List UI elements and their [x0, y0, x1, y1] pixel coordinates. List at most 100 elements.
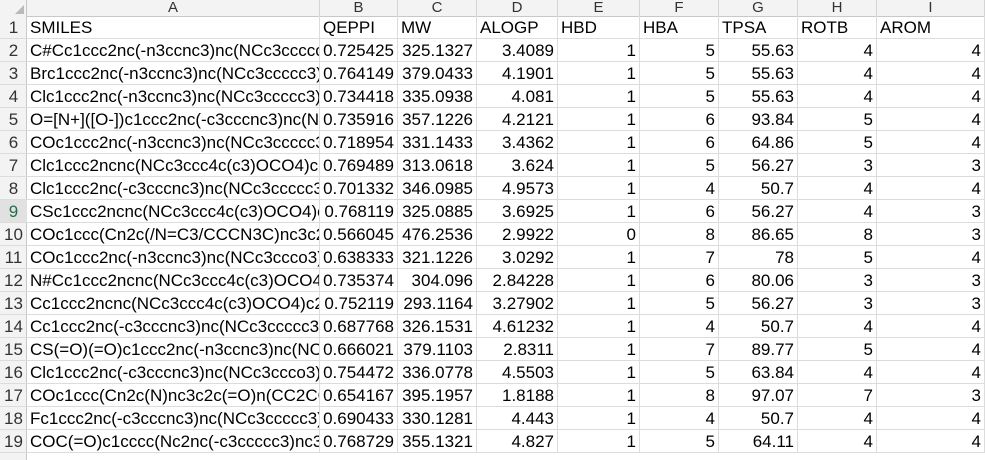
cell-f13[interactable]: 5 — [640, 292, 719, 315]
cell-f7[interactable]: 5 — [640, 154, 719, 177]
cell-h14[interactable]: 4 — [798, 315, 877, 338]
cell-e11[interactable]: 1 — [558, 246, 640, 269]
row-header-11[interactable]: 11 — [0, 246, 27, 269]
cell-g15[interactable]: 89.77 — [719, 338, 798, 361]
cell-b12[interactable]: 0.735374 — [320, 269, 398, 292]
cell-f9[interactable]: 6 — [640, 200, 719, 223]
cell-b2[interactable]: 0.725425 — [320, 39, 398, 62]
cell-c4[interactable]: 335.0938 — [398, 85, 477, 108]
cell-c13[interactable]: 293.1164 — [398, 292, 477, 315]
cell-i3[interactable]: 4 — [877, 62, 985, 85]
cell-f15[interactable]: 7 — [640, 338, 719, 361]
cell-d3[interactable]: 4.1901 — [477, 62, 558, 85]
cell-c2[interactable]: 325.1327 — [398, 39, 477, 62]
cell-g16[interactable]: 63.84 — [719, 361, 798, 384]
row-header-19[interactable]: 19 — [0, 430, 27, 453]
cell-b3[interactable]: 0.764149 — [320, 62, 398, 85]
cell-h8[interactable]: 4 — [798, 177, 877, 200]
row-header-5[interactable]: 5 — [0, 108, 27, 131]
cell-f4[interactable]: 5 — [640, 85, 719, 108]
cell-i15[interactable]: 4 — [877, 338, 985, 361]
cell-c17[interactable]: 395.1957 — [398, 384, 477, 407]
cell-c3[interactable]: 379.0433 — [398, 62, 477, 85]
cell-f8[interactable]: 4 — [640, 177, 719, 200]
cell-i17[interactable]: 3 — [877, 384, 985, 407]
cell-f6[interactable]: 6 — [640, 131, 719, 154]
cell-c11[interactable]: 321.1226 — [398, 246, 477, 269]
cell-g19[interactable]: 64.11 — [719, 430, 798, 453]
cell-f14[interactable]: 4 — [640, 315, 719, 338]
cell-g7[interactable]: 56.27 — [719, 154, 798, 177]
cell-i2[interactable]: 4 — [877, 39, 985, 62]
cell-h18[interactable]: 4 — [798, 407, 877, 430]
cell-h2[interactable]: 4 — [798, 39, 877, 62]
cell-i5[interactable]: 4 — [877, 108, 985, 131]
cell-d14[interactable]: 4.61232 — [477, 315, 558, 338]
cell-g3[interactable]: 55.63 — [719, 62, 798, 85]
cell-a15[interactable]: CS(=O)(=O)c1ccc2nc(-n3ccnc3)nc(NC — [27, 338, 320, 361]
cell-e15[interactable]: 1 — [558, 338, 640, 361]
cell-b17[interactable]: 0.654167 — [320, 384, 398, 407]
row-header-4[interactable]: 4 — [0, 85, 27, 108]
cell-b4[interactable]: 0.734418 — [320, 85, 398, 108]
cell-f19[interactable]: 5 — [640, 430, 719, 453]
column-header-h[interactable]: H — [798, 0, 877, 16]
cell-i14[interactable]: 4 — [877, 315, 985, 338]
cell-e17[interactable]: 1 — [558, 384, 640, 407]
row-header-6[interactable]: 6 — [0, 131, 27, 154]
cell-c8[interactable]: 346.0985 — [398, 177, 477, 200]
row-header-8[interactable]: 8 — [0, 177, 27, 200]
cell-a7[interactable]: Clc1ccc2ncnc(NCc3ccc4c(c3)OCO4)c2 — [27, 154, 320, 177]
cell-e19[interactable]: 1 — [558, 430, 640, 453]
header-cell-c[interactable]: MW — [398, 16, 477, 39]
cell-b9[interactable]: 0.768119 — [320, 200, 398, 223]
cell-h15[interactable]: 5 — [798, 338, 877, 361]
row-header-16[interactable]: 16 — [0, 361, 27, 384]
cell-h10[interactable]: 8 — [798, 223, 877, 246]
cell-d2[interactable]: 3.4089 — [477, 39, 558, 62]
cell-c19[interactable]: 355.1321 — [398, 430, 477, 453]
cell-a11[interactable]: COc1ccc2nc(-n3ccnc3)nc(NCc3ccco3) — [27, 246, 320, 269]
cell-b11[interactable]: 0.638333 — [320, 246, 398, 269]
cell-b15[interactable]: 0.666021 — [320, 338, 398, 361]
cell-d16[interactable]: 4.5503 — [477, 361, 558, 384]
column-header-c[interactable]: C — [398, 0, 477, 16]
cell-e2[interactable]: 1 — [558, 39, 640, 62]
cell-d10[interactable]: 2.9922 — [477, 223, 558, 246]
cell-g13[interactable]: 56.27 — [719, 292, 798, 315]
cell-c18[interactable]: 330.1281 — [398, 407, 477, 430]
cell-a10[interactable]: COc1ccc(Cn2c(/N=C3/CCCN3C)nc3c2 — [27, 223, 320, 246]
cell-i11[interactable]: 4 — [877, 246, 985, 269]
cell-e8[interactable]: 1 — [558, 177, 640, 200]
cell-g2[interactable]: 55.63 — [719, 39, 798, 62]
cell-i19[interactable]: 4 — [877, 430, 985, 453]
cell-a12[interactable]: N#Cc1ccc2ncnc(NCc3ccc4c(c3)OCO4) — [27, 269, 320, 292]
header-cell-h[interactable]: ROTB — [798, 16, 877, 39]
cell-d6[interactable]: 3.4362 — [477, 131, 558, 154]
column-header-e[interactable]: E — [558, 0, 640, 16]
cell-i12[interactable]: 3 — [877, 269, 985, 292]
cell-d11[interactable]: 3.0292 — [477, 246, 558, 269]
cell-f5[interactable]: 6 — [640, 108, 719, 131]
cell-e9[interactable]: 1 — [558, 200, 640, 223]
cell-f10[interactable]: 8 — [640, 223, 719, 246]
cell-a4[interactable]: Clc1ccc2nc(-n3ccnc3)nc(NCc3ccccc3)c — [27, 85, 320, 108]
cell-g12[interactable]: 80.06 — [719, 269, 798, 292]
cell-f18[interactable]: 4 — [640, 407, 719, 430]
cell-b19[interactable]: 0.768729 — [320, 430, 398, 453]
header-cell-f[interactable]: HBA — [640, 16, 719, 39]
cell-i4[interactable]: 4 — [877, 85, 985, 108]
cell-i18[interactable]: 4 — [877, 407, 985, 430]
row-header-17[interactable]: 17 — [0, 384, 27, 407]
cell-h6[interactable]: 5 — [798, 131, 877, 154]
cell-a8[interactable]: Clc1ccc2nc(-c3cccnc3)nc(NCc3ccccc3) — [27, 177, 320, 200]
cell-c6[interactable]: 331.1433 — [398, 131, 477, 154]
cell-b16[interactable]: 0.754472 — [320, 361, 398, 384]
cell-a16[interactable]: Clc1ccc2nc(-c3cccnc3)nc(NCc3ccco3)c — [27, 361, 320, 384]
cell-a19[interactable]: COC(=O)c1cccc(Nc2nc(-c3ccccc3)nc3 — [27, 430, 320, 453]
cell-a17[interactable]: COc1ccc(Cn2c(N)nc3c2c(=O)n(CC2CC — [27, 384, 320, 407]
cell-h4[interactable]: 4 — [798, 85, 877, 108]
cell-e16[interactable]: 1 — [558, 361, 640, 384]
cell-i6[interactable]: 4 — [877, 131, 985, 154]
cell-d19[interactable]: 4.827 — [477, 430, 558, 453]
